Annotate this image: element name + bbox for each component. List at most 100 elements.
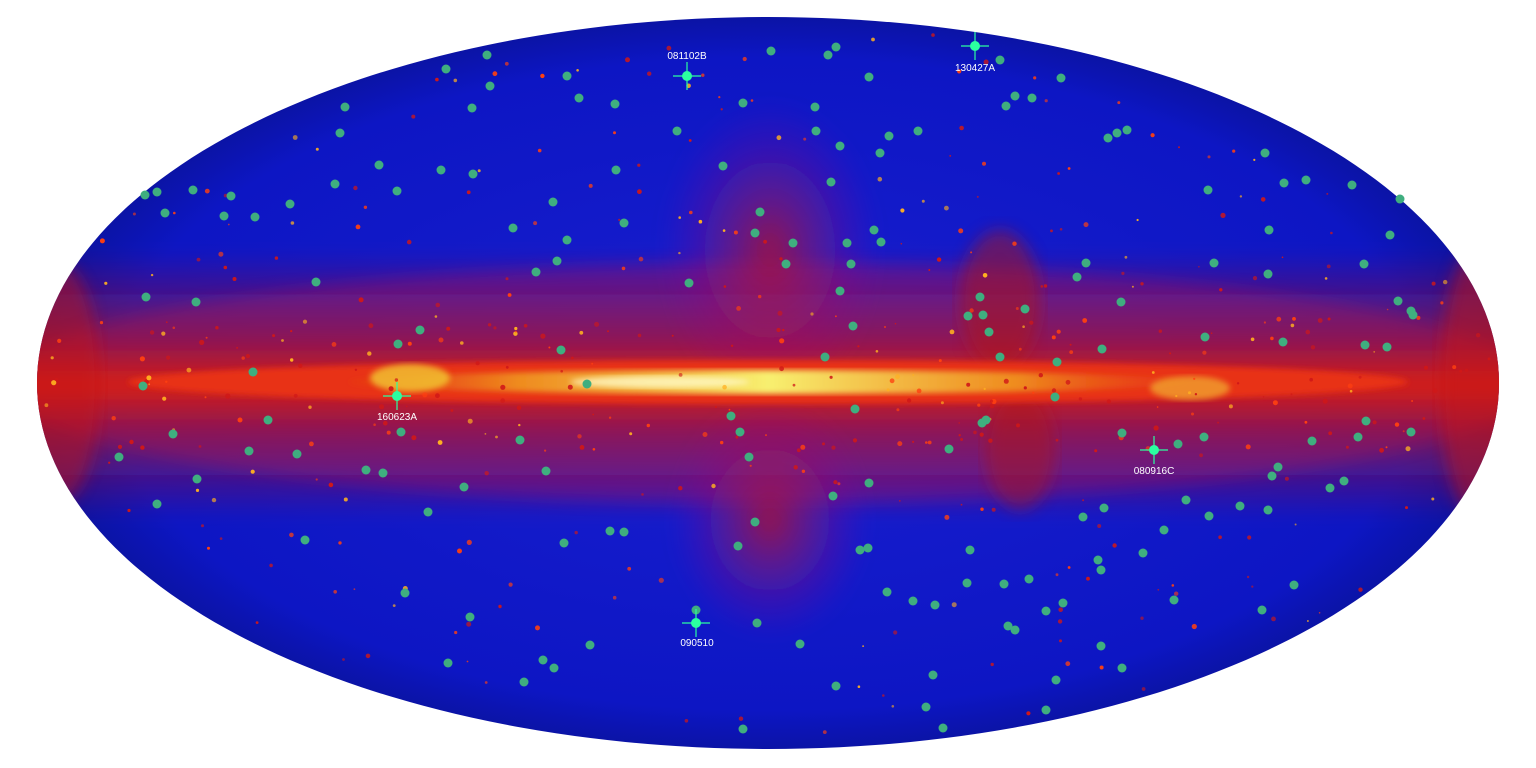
grb-dot — [938, 723, 948, 733]
point-source — [386, 430, 391, 435]
point-source — [199, 339, 205, 345]
grb-dot — [138, 381, 148, 391]
point-source — [1023, 386, 1027, 390]
grb-dot — [766, 46, 776, 56]
point-source — [1038, 373, 1044, 378]
point-source — [333, 590, 338, 594]
point-source — [1306, 620, 1309, 622]
grb-dot — [744, 452, 754, 462]
point-source — [450, 409, 454, 412]
point-source — [944, 514, 950, 520]
point-source — [498, 604, 502, 609]
point-source — [405, 405, 408, 408]
point-source — [298, 363, 303, 368]
point-source — [523, 324, 528, 328]
grb-dot — [1279, 178, 1289, 188]
point-source — [505, 277, 509, 281]
grb-dot — [1138, 548, 1148, 558]
point-source — [646, 423, 650, 428]
point-source — [720, 440, 724, 445]
grb-dot — [795, 639, 805, 649]
point-source — [241, 356, 245, 360]
point-source — [1106, 399, 1111, 404]
point-source — [315, 478, 318, 481]
grb-dot — [984, 327, 994, 337]
point-source — [579, 445, 585, 450]
point-source — [1026, 711, 1031, 716]
grb-dot — [1267, 471, 1277, 481]
point-source — [577, 434, 582, 439]
grb-dot — [436, 165, 446, 175]
point-source — [898, 500, 901, 502]
grb-dot — [619, 218, 629, 228]
grb-dot — [1093, 555, 1103, 565]
grb-dot — [392, 186, 402, 196]
point-source — [518, 423, 521, 427]
point-source — [718, 96, 721, 99]
point-source — [1386, 308, 1389, 311]
point-source — [290, 330, 293, 333]
point-source — [1044, 99, 1048, 103]
point-source — [99, 238, 105, 244]
point-source — [1328, 431, 1333, 436]
point-source — [678, 373, 683, 377]
point-source — [1099, 665, 1104, 670]
grb-dot — [1273, 462, 1283, 472]
point-source — [514, 326, 518, 331]
point-source — [466, 190, 471, 195]
point-source — [698, 219, 703, 224]
point-source — [1260, 197, 1266, 202]
grb-dot — [541, 466, 551, 476]
point-source — [1345, 445, 1349, 449]
point-source — [466, 621, 472, 627]
point-source — [367, 351, 372, 356]
grb-dot — [781, 259, 791, 269]
point-source — [54, 377, 59, 382]
point-source — [1246, 575, 1250, 579]
point-source — [891, 705, 895, 708]
point-source — [1151, 371, 1155, 374]
point-source — [1294, 523, 1297, 526]
point-source — [516, 405, 522, 411]
point-source — [1232, 149, 1236, 153]
grb-dot — [1041, 705, 1051, 715]
point-source — [1016, 423, 1020, 428]
point-source — [1385, 446, 1388, 449]
grb-dot — [1122, 125, 1132, 135]
point-source — [533, 221, 538, 226]
grb-dot — [1408, 310, 1418, 320]
point-source — [688, 139, 692, 142]
point-source — [215, 326, 219, 330]
grb-label: 130427A — [955, 63, 995, 74]
point-source — [411, 435, 417, 441]
point-source — [355, 224, 361, 230]
grb-dot — [465, 612, 475, 622]
grb-dot — [400, 588, 410, 598]
point-source — [822, 442, 825, 446]
grb-dot — [672, 126, 682, 136]
point-source — [1040, 285, 1044, 288]
point-source — [293, 393, 298, 398]
point-source — [165, 321, 168, 324]
point-source — [269, 563, 273, 568]
point-source — [1032, 391, 1035, 394]
point-source — [493, 326, 497, 330]
point-source — [627, 566, 632, 571]
point-source — [1050, 229, 1053, 233]
point-source — [537, 148, 542, 153]
grb-dot — [519, 677, 529, 687]
grb-dot — [340, 102, 350, 112]
point-source — [1082, 499, 1085, 502]
point-source — [227, 223, 230, 226]
point-source — [500, 398, 506, 403]
grb-dot — [1325, 483, 1335, 493]
point-source — [730, 344, 734, 347]
point-source — [960, 503, 963, 506]
grb-dot — [1200, 332, 1210, 342]
point-source — [245, 354, 250, 359]
point-source — [1069, 350, 1074, 354]
point-source — [895, 374, 900, 380]
grb-dot — [846, 259, 856, 269]
grb-dot — [556, 345, 566, 355]
point-source — [1058, 607, 1063, 612]
